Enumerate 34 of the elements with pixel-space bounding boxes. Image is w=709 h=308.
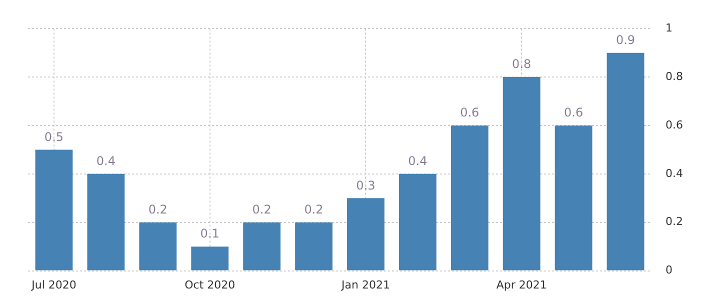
bar	[347, 198, 384, 270]
data-label: 0.4	[408, 154, 428, 168]
x-tick-label: Apr 2021	[496, 278, 547, 292]
bar	[295, 222, 332, 270]
bar	[554, 125, 592, 270]
bar	[191, 246, 229, 270]
bar	[606, 52, 644, 270]
bar	[139, 222, 177, 270]
bar	[35, 150, 73, 270]
y-tick-label: 0	[666, 264, 673, 277]
bar	[87, 174, 125, 270]
y-tick-label: 0.4	[666, 166, 684, 180]
bar	[243, 222, 281, 270]
y-tick-label: 1	[666, 21, 673, 34]
data-label: 0.5	[44, 130, 64, 144]
data-label: 0.6	[564, 106, 584, 120]
data-label: 0.2	[252, 202, 272, 216]
data-label: 0.2	[304, 202, 324, 216]
bar	[450, 125, 488, 270]
data-label: 0.9	[616, 32, 636, 47]
data-label: 0.2	[148, 202, 168, 216]
data-label: 0.3	[356, 178, 376, 192]
data-label: 0.1	[200, 226, 220, 241]
y-tick-label: 0.8	[666, 70, 684, 83]
x-tick-label: Jul 2020	[30, 278, 76, 292]
data-label: 0.4	[96, 154, 116, 168]
data-label: 0.8	[512, 57, 532, 72]
y-tick-label: 0.2	[666, 215, 684, 228]
bar	[398, 174, 436, 270]
data-label: 0.6	[460, 106, 480, 120]
x-tick-label: Jan 2021	[340, 278, 390, 292]
x-tick-label: Oct 2020	[184, 278, 236, 292]
bar	[502, 77, 540, 270]
y-tick-label: 0.6	[666, 118, 684, 132]
